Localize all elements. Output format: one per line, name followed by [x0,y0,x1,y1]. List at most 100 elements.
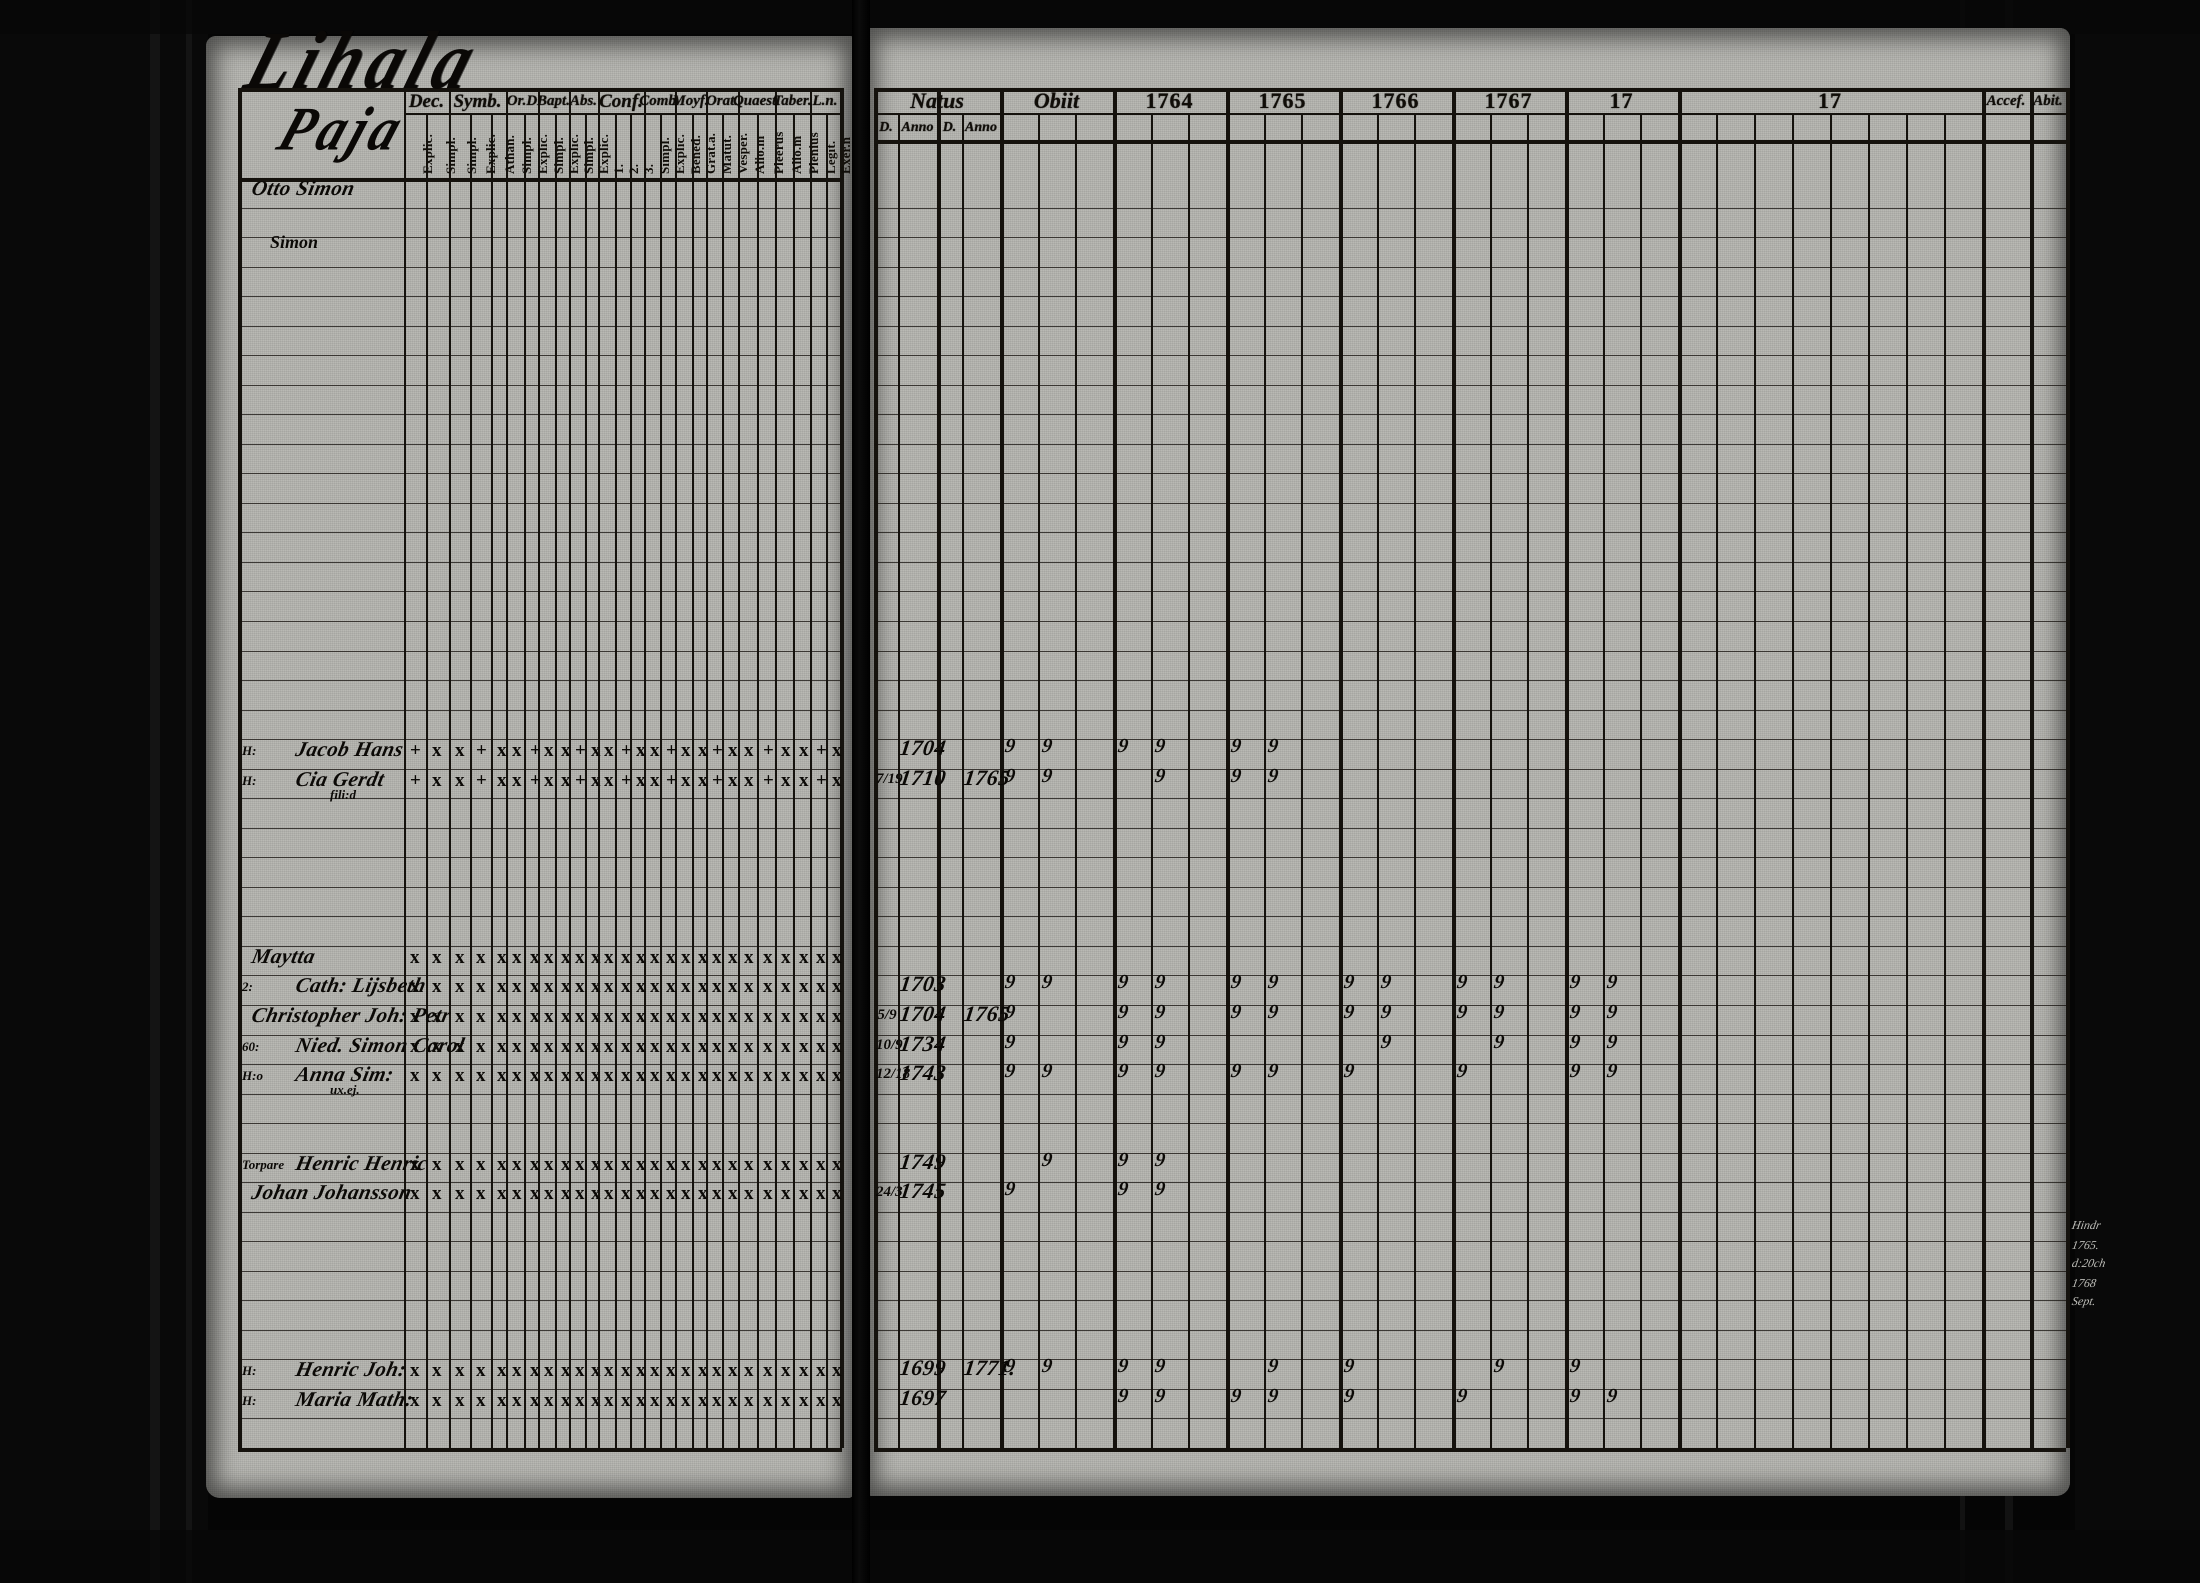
film-streak [150,0,160,1583]
col-rule [810,88,812,1448]
attendance-mark: x [561,1036,571,1058]
attendance-mark: x [604,1036,614,1058]
attendance-mark: x [497,1360,507,1382]
row-rule [874,296,2066,297]
col-subheader: Exer.n [839,137,852,174]
attendance-mark: x [650,1183,660,1205]
attendance-mark: x [781,1006,791,1028]
attendance-mark: x [816,947,826,969]
attendance-mark: x [530,1390,540,1412]
attendance-mark: x [832,1006,842,1028]
attendance-mark: x [728,1006,738,1028]
right-page-paper [866,28,2070,1496]
col-subheader: Explic. [484,134,497,174]
row-rule [238,621,842,622]
col-rule-1764-b [1075,113,1077,1448]
book-gutter [852,0,870,1583]
attendance-mark: x [681,976,691,998]
attendance-mark: x [497,1006,507,1028]
col-header-ord: Or.D [506,90,538,113]
film-streak [0,0,208,1583]
row-rule [238,1418,842,1419]
attendance-mark: x [561,1183,571,1205]
attendance-mark: x [561,1065,571,1087]
attendance-mark: x [410,1036,420,1058]
col-header-1764: 1764 [1113,89,1226,113]
attendance-mark: x [591,947,601,969]
attendance-mark: x [604,976,614,998]
attendance-mark: x [728,1183,738,1205]
attendance-mark: x [544,1036,554,1058]
attendance-mark: x [512,1154,522,1176]
attendance-mark: x [781,1390,791,1412]
row-rule [874,591,2066,592]
attendance-mark: x [636,1183,646,1205]
natus-year: 1704 [898,1001,948,1027]
attendance-mark: x [530,1036,540,1058]
attendance-mark: x [512,947,522,969]
row-rule [874,1035,2066,1036]
entry-subnote: fili:d [330,787,356,803]
attendance-mark: x [476,1006,486,1028]
col-subheader: Explic. [597,134,610,174]
entry-subnote: ux.ej. [330,1082,360,1098]
attendance-mark: x [636,1154,646,1176]
col-rule-17a-end [1565,88,1569,1448]
attendance-mark: x [604,740,614,762]
entry-prefix: H:o [242,1068,263,1084]
attendance-mark: x [832,1065,842,1087]
attendance-mark: x [650,1390,660,1412]
attendance-mark: x [512,770,522,792]
row-rule [238,473,842,474]
attendance-mark: x [561,1360,571,1382]
attendance-mark: x [621,1065,631,1087]
attendance-mark: x [681,1006,691,1028]
attendance-mark: x [650,976,660,998]
attendance-mark: x [698,740,708,762]
attendance-mark: x [744,1154,754,1176]
attendance-mark: x [681,1183,691,1205]
col-rule [538,88,540,1448]
attendance-mark: x [476,1036,486,1058]
attendance-mark: + [410,770,421,792]
col-subheader: Plenius [807,132,820,174]
film-streak [0,1530,2200,1583]
entry-prefix: H: [242,773,256,789]
margin-note: d:20ch [2071,1256,2107,1271]
natus-day: 7/19 [876,771,898,788]
row-rule [238,385,842,386]
attendance-mark: x [799,770,809,792]
attendance-mark: x [744,1006,754,1028]
attendance-mark: x [698,1183,708,1205]
attendance-mark: x [410,1065,420,1087]
col-rule-extra-d [1830,113,1832,1448]
attendance-mark: x [544,770,554,792]
attendance-mark: x [497,976,507,998]
row-rule [874,621,2066,622]
col-subheader: 3. [642,164,655,174]
attendance-mark: x [621,1154,631,1176]
attendance-mark: x [816,1360,826,1382]
col-header-17: 17 [1565,89,1678,113]
attendance-mark: x [799,1036,809,1058]
attendance-mark: x [712,1390,722,1412]
attendance-mark: + [816,740,827,762]
col-rule-name-end [404,88,406,1448]
row-rule [874,1241,2066,1242]
attendance-mark: + [816,770,827,792]
col-subheader: 2. [627,164,640,174]
attendance-mark: x [410,947,420,969]
col-rule-17a-b [1527,113,1529,1448]
attendance-mark: x [432,1360,442,1382]
row-rule [238,1212,842,1213]
row-rule [238,503,842,504]
attendance-mark: x [561,1390,571,1412]
attendance-mark: x [781,1183,791,1205]
row-rule [238,916,842,917]
row-rule [874,326,2066,327]
entry-name: Otto Simon [249,176,357,201]
attendance-mark: x [799,1006,809,1028]
attendance-mark: x [476,976,486,998]
attendance-mark: x [666,1360,676,1382]
attendance-mark: x [728,1065,738,1087]
